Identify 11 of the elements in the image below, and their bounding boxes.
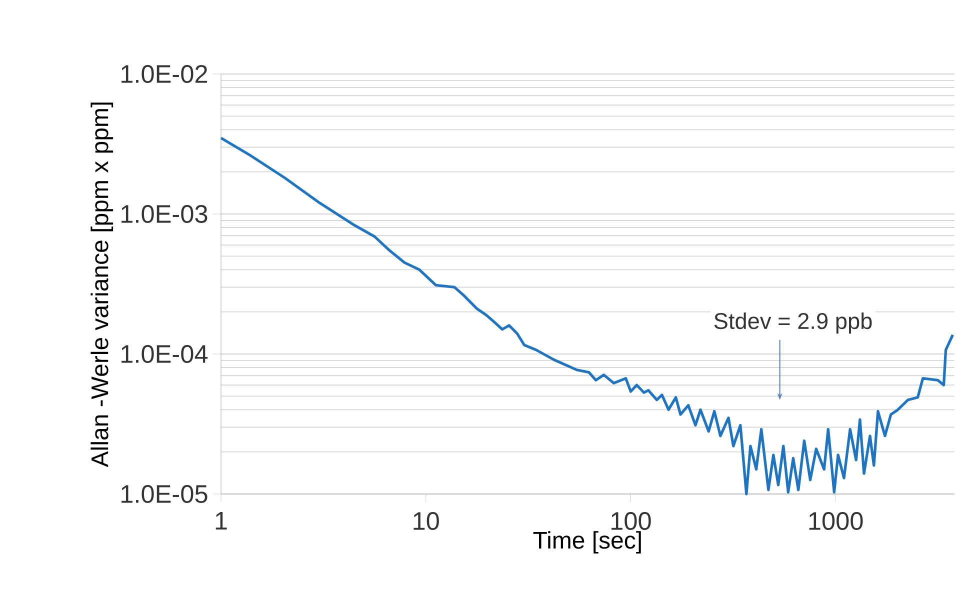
x-axis-title: Time [sec] bbox=[533, 531, 641, 554]
x-tick-label: 100 bbox=[612, 512, 651, 530]
y-tick-label: 1.0E-05 bbox=[122, 485, 208, 503]
y-tick-label: 1.0E-04 bbox=[122, 345, 208, 363]
annotation: Stdev = 2.9 ppb bbox=[714, 312, 872, 334]
y-tick-label: 1.0E-03 bbox=[122, 205, 208, 223]
x-tick-label: 10 bbox=[414, 512, 439, 530]
x-tick-label: 1000 bbox=[809, 512, 863, 530]
y-tick-label: 1.0E-02 bbox=[122, 65, 208, 83]
y-axis-title: Allan -Werle variance [ppm x ppm] bbox=[90, 102, 114, 468]
x-tick-label: 1 bbox=[216, 512, 227, 530]
